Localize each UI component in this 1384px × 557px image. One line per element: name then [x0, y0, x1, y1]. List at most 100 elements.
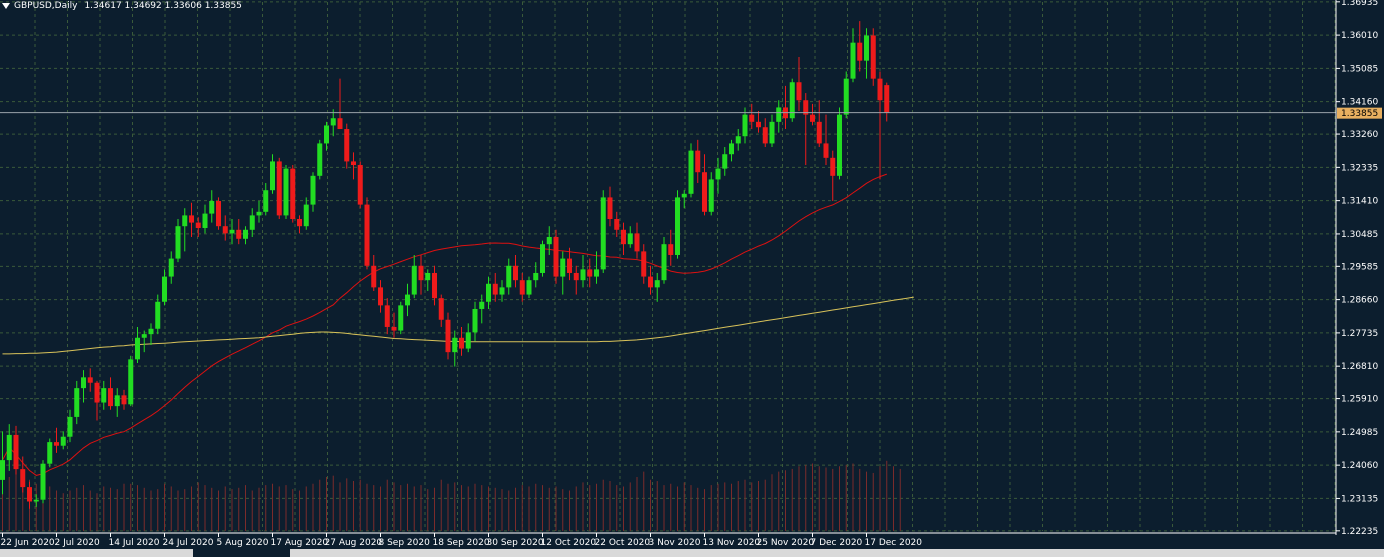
candle-body [384, 305, 390, 327]
candle [614, 211, 620, 237]
candle [357, 161, 363, 209]
candle-body [438, 298, 444, 320]
candle [121, 389, 127, 410]
candle-body [351, 161, 356, 166]
candle-body [837, 114, 842, 176]
candle-body [513, 265, 518, 281]
candle-body [607, 197, 613, 219]
candle-body [540, 244, 545, 273]
candle-body [580, 269, 586, 281]
candle-body [290, 168, 296, 219]
candle [513, 254, 518, 288]
chart-tab-2[interactable] [290, 549, 1384, 557]
candle [60, 431, 66, 450]
time-tick-label: 27 Aug 2020 [325, 538, 383, 548]
candle-body [162, 276, 167, 302]
candle-body [27, 487, 32, 502]
time-tick-label: 14 Jul 2020 [109, 538, 160, 548]
candle-body [452, 337, 458, 353]
candle [634, 222, 640, 259]
candle-body [81, 377, 86, 389]
candle-body [40, 463, 46, 500]
price-tick-label: 1.24060 [1341, 461, 1378, 471]
candle-body [148, 328, 154, 335]
candle [870, 28, 876, 86]
time-tick-label: 13 Nov 2020 [703, 538, 761, 548]
candle-body [209, 201, 215, 214]
candle [0, 431, 5, 495]
candlesticks [0, 21, 1336, 509]
candle [276, 157, 282, 219]
candle [668, 229, 674, 266]
candle-body [310, 175, 316, 205]
candle [742, 107, 748, 144]
candle [499, 280, 505, 302]
price-tick-label: 1.32335 [1341, 163, 1378, 173]
candle [540, 240, 545, 277]
collapse-triangle-icon[interactable] [2, 3, 10, 9]
candle [202, 204, 208, 234]
candle-body [803, 100, 809, 115]
candle-body [297, 218, 302, 227]
candle-body [816, 121, 822, 144]
candle-body [67, 416, 73, 437]
candle-body [0, 460, 5, 480]
candle-body [715, 168, 721, 180]
candle [384, 298, 390, 335]
time-tick-label: 7 Dec 2020 [811, 538, 863, 548]
candle [20, 456, 26, 493]
candle-body [729, 143, 734, 155]
candle [688, 143, 694, 198]
candle-body [114, 395, 120, 407]
candle-body [283, 168, 289, 216]
candle [418, 254, 424, 295]
candle-body [789, 82, 795, 119]
candle-body [567, 258, 572, 273]
candle [546, 226, 552, 255]
candle-body [472, 308, 478, 333]
chart-tab-1[interactable] [0, 549, 193, 557]
time-tick-label: 18 Sep 2020 [433, 538, 490, 548]
candle [432, 265, 437, 306]
candle [398, 301, 404, 335]
candle [492, 272, 498, 302]
candle [837, 107, 842, 180]
candle [587, 258, 593, 288]
candle-body [573, 272, 579, 281]
moving-averages [2, 173, 914, 476]
candle-body [708, 179, 714, 212]
volume-bars [2, 460, 901, 531]
candle [297, 215, 302, 234]
moving-average-fast-line [2, 173, 887, 476]
candle [67, 409, 73, 443]
candle [195, 217, 201, 237]
candle [722, 147, 728, 176]
candle-body [621, 229, 626, 245]
candle [114, 388, 120, 417]
candle-body [20, 469, 26, 488]
candle-body [249, 215, 255, 230]
candle-body [175, 226, 181, 259]
candle-body [843, 78, 849, 115]
candle [54, 427, 59, 453]
candle [465, 323, 471, 353]
candle-body [270, 161, 275, 191]
candle-body [479, 301, 485, 309]
candle [553, 229, 559, 284]
candle-body [823, 143, 829, 158]
candle-body [256, 211, 262, 216]
candle-body [661, 244, 667, 281]
candle [94, 380, 100, 421]
time-tick-label: 30 Sep 2020 [487, 538, 544, 548]
candle-body [47, 442, 53, 464]
candle [702, 154, 707, 216]
candle [708, 172, 714, 216]
candle [148, 323, 154, 345]
candle-body [236, 229, 242, 239]
candle [40, 460, 46, 504]
candle [391, 312, 397, 338]
candle [209, 190, 215, 223]
candle-body [884, 85, 890, 113]
candle-body [222, 226, 228, 234]
